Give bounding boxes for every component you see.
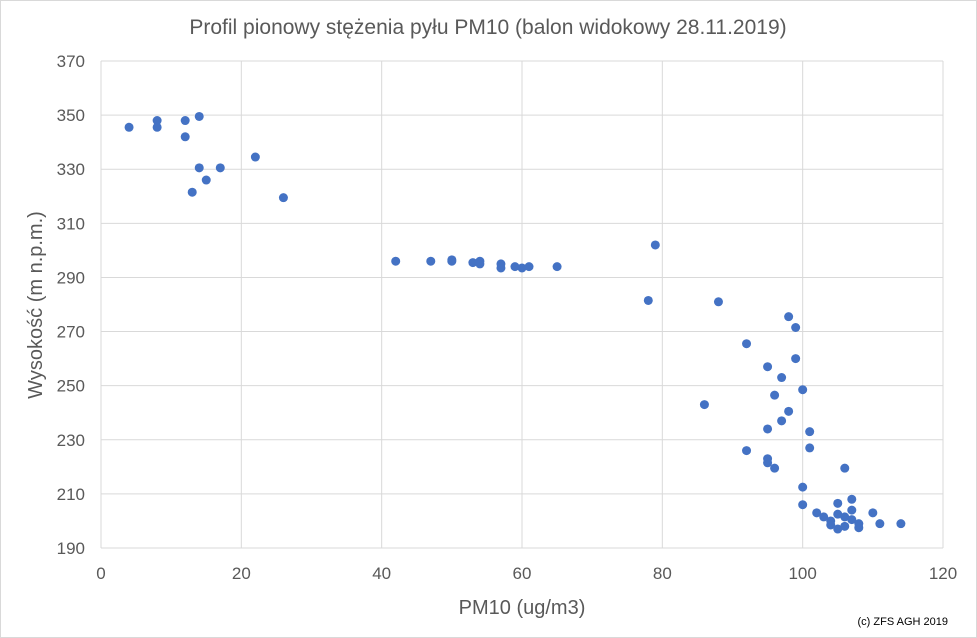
x-tick-label: 120 (929, 564, 957, 583)
data-point (847, 494, 857, 504)
y-tick-label: 270 (57, 323, 85, 342)
data-point (777, 416, 787, 426)
x-tick-label: 0 (96, 564, 105, 583)
data-point (854, 523, 864, 533)
x-tick-label: 100 (788, 564, 816, 583)
x-axis-label: PM10 (ug/m3) (459, 597, 586, 619)
y-tick-label: 190 (57, 539, 85, 558)
data-point (517, 263, 527, 273)
data-point (187, 187, 197, 197)
data-point (868, 508, 878, 518)
data-point (840, 521, 850, 531)
data-point (180, 116, 190, 126)
data-point (524, 262, 534, 272)
data-point (426, 256, 436, 266)
data-point (194, 111, 204, 121)
data-point (784, 312, 794, 322)
x-tick-label: 80 (653, 564, 672, 583)
x-tick-labels: 0 20 40 60 80 100 120 (96, 564, 957, 583)
data-point (552, 262, 562, 272)
data-point (896, 519, 906, 529)
data-point (742, 446, 752, 456)
data-point (650, 240, 660, 250)
data-point (510, 262, 520, 272)
data-point (194, 163, 204, 173)
data-point (763, 424, 773, 434)
y-tick-label: 330 (57, 160, 85, 179)
data-point (447, 256, 457, 266)
data-point (833, 498, 843, 508)
data-point (152, 116, 162, 126)
gridlines (100, 60, 944, 549)
data-point (812, 508, 822, 518)
data-point (496, 263, 506, 273)
data-point (840, 512, 850, 522)
data-point (798, 482, 808, 492)
data-point (713, 297, 723, 307)
data-point (798, 500, 808, 510)
data-point (805, 443, 815, 453)
y-tick-label: 350 (57, 106, 85, 125)
y-axis-label: Wysokość (m n.p.m.) (25, 211, 47, 399)
data-point (391, 256, 401, 266)
data-points (124, 111, 906, 534)
data-point (847, 515, 857, 525)
y-tick-label: 250 (57, 377, 85, 396)
data-point (777, 373, 787, 383)
y-tick-label: 230 (57, 431, 85, 450)
data-point (215, 163, 225, 173)
data-point (875, 519, 885, 529)
data-point (742, 339, 752, 349)
data-point (847, 505, 857, 515)
data-point (826, 520, 836, 530)
data-point (833, 524, 843, 534)
data-point (770, 390, 780, 400)
data-point (770, 463, 780, 473)
chart-title: Profil pionowy stężenia pyłu PM10 (balon… (189, 16, 786, 39)
y-tick-label: 310 (57, 214, 85, 233)
data-point (250, 152, 260, 162)
data-point (699, 400, 709, 410)
data-point (124, 122, 134, 132)
data-point (763, 458, 773, 468)
data-point (152, 122, 162, 132)
copyright-credit: (c) ZFS AGH 2019 (858, 616, 948, 628)
x-tick-label: 20 (232, 564, 251, 583)
data-point (805, 427, 815, 437)
y-tick-labels: 190 210 230 250 270 290 310 330 350 370 (57, 52, 85, 558)
y-tick-label: 290 (57, 268, 85, 287)
data-point (798, 385, 808, 395)
data-point (180, 132, 190, 142)
data-point (643, 295, 653, 305)
data-point (201, 175, 211, 185)
data-point (833, 509, 843, 519)
data-point (840, 463, 850, 473)
y-tick-label: 370 (57, 52, 85, 71)
data-point (819, 512, 829, 522)
data-point (475, 259, 485, 269)
y-tick-label: 210 (57, 485, 85, 504)
data-point (468, 258, 478, 268)
data-point (791, 354, 801, 364)
data-point (278, 193, 288, 203)
x-tick-label: 60 (513, 564, 532, 583)
x-tick-label: 40 (372, 564, 391, 583)
data-point (763, 362, 773, 372)
data-point (791, 322, 801, 332)
data-point (784, 406, 794, 416)
